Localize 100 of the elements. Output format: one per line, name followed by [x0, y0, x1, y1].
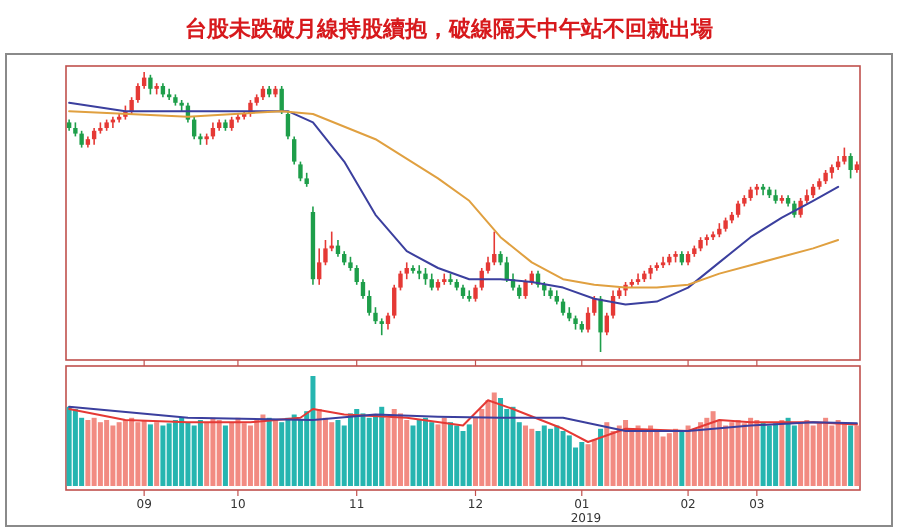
- bar: [535, 431, 541, 486]
- bar: [523, 425, 529, 486]
- bar: [560, 431, 566, 486]
- bar: [816, 422, 822, 486]
- bar: [266, 417, 272, 486]
- bar: [648, 425, 654, 486]
- bar: [204, 422, 210, 486]
- bar: [354, 409, 360, 486]
- bar: [322, 417, 328, 486]
- bar: [129, 417, 135, 486]
- bar: [510, 406, 516, 486]
- bar: [754, 420, 760, 486]
- bar: [854, 425, 860, 486]
- bar: [404, 420, 410, 486]
- bar: [585, 444, 591, 486]
- bar: [760, 422, 766, 486]
- bar: [804, 420, 810, 486]
- bar: [410, 425, 416, 486]
- bar: [785, 417, 791, 486]
- bar: [773, 423, 779, 486]
- bar: [498, 398, 504, 486]
- bar: [685, 425, 691, 486]
- bar: [104, 420, 110, 486]
- bar: [485, 400, 491, 486]
- bar: [97, 422, 103, 486]
- bar: [166, 423, 172, 486]
- bar: [197, 420, 203, 486]
- bar: [460, 431, 466, 486]
- bar: [172, 420, 178, 486]
- bar: [141, 420, 147, 486]
- bar: [479, 409, 485, 486]
- bar: [604, 422, 610, 486]
- bar: [779, 420, 785, 486]
- bar: [666, 433, 672, 486]
- bar: [260, 414, 266, 486]
- chart-title: 台股未跌破月線持股續抱，破線隔天中午站不回就出場: [185, 16, 713, 42]
- bar: [247, 425, 253, 486]
- bar: [735, 420, 741, 486]
- bar: [791, 425, 797, 486]
- bar: [335, 420, 341, 486]
- bar: [154, 422, 160, 486]
- bar: [254, 420, 260, 486]
- bar: [179, 417, 185, 486]
- bar: [810, 425, 816, 486]
- bar: [185, 422, 191, 486]
- bar: [85, 420, 91, 486]
- bar: [723, 425, 729, 486]
- bar: [823, 417, 829, 486]
- bar: [598, 428, 604, 486]
- bar: [391, 409, 397, 486]
- bar: [623, 420, 629, 486]
- bar: [554, 425, 560, 486]
- bar: [147, 424, 153, 486]
- bar: [285, 417, 291, 486]
- bar: [235, 417, 241, 486]
- bar: [291, 414, 297, 486]
- bar: [191, 425, 197, 486]
- bar: [310, 376, 316, 486]
- bar: [379, 406, 385, 486]
- bar: [429, 422, 435, 486]
- bar: [748, 417, 754, 486]
- bar: [366, 417, 372, 486]
- bar: [122, 420, 128, 486]
- bar: [160, 425, 166, 486]
- bar: [72, 409, 78, 486]
- bar: [741, 423, 747, 486]
- bar: [541, 425, 547, 486]
- bar: [316, 409, 322, 486]
- bar: [641, 428, 647, 486]
- bar: [591, 439, 597, 486]
- bar: [279, 422, 285, 486]
- bar: [529, 428, 535, 486]
- bar: [798, 422, 804, 486]
- bar: [635, 425, 641, 486]
- bar: [435, 424, 441, 486]
- bar: [448, 422, 453, 486]
- bar: [79, 417, 85, 486]
- bar: [416, 420, 422, 486]
- bar: [66, 406, 72, 486]
- bar: [272, 420, 278, 486]
- bar: [829, 425, 835, 486]
- bar: [835, 420, 841, 486]
- bar: [216, 420, 222, 486]
- bar: [385, 417, 391, 486]
- bar: [654, 431, 660, 486]
- bar: [347, 413, 353, 486]
- bar: [616, 425, 622, 486]
- bar: [673, 428, 679, 486]
- bar: [329, 422, 335, 486]
- bar: [372, 414, 378, 486]
- bar: [473, 417, 479, 486]
- bar: [679, 431, 685, 486]
- bar: [841, 422, 847, 486]
- bar: [135, 422, 141, 486]
- bar: [229, 422, 235, 486]
- bar: [441, 417, 447, 486]
- bar: [710, 411, 716, 486]
- bar: [848, 425, 854, 486]
- bar: [397, 413, 403, 486]
- bar: [241, 423, 247, 486]
